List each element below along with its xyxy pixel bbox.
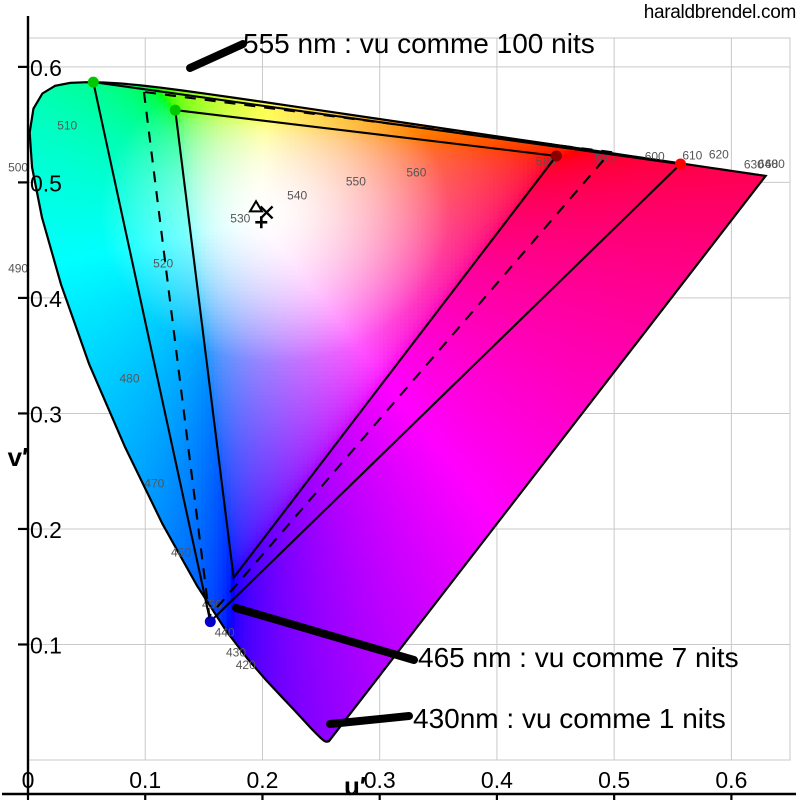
wavelength-label-640: 640	[758, 157, 778, 171]
wavelength-label-530: 530	[230, 212, 250, 226]
wavelength-label-620: 620	[709, 148, 729, 162]
gamut-mid	[142, 90, 613, 619]
wavelength-label-420: 420	[236, 658, 256, 672]
wavelength-label-520: 520	[153, 256, 173, 270]
annotation-leader-lines	[186, 40, 418, 728]
plot-axes: 0 0.1 0.2 0.3 0.4 0.5 0.6 0.1 0.2 0.3 0.4 0.5 0.6 u′ v…	[2, 16, 796, 800]
x-tick-label: 0.2	[246, 767, 278, 793]
wavelength-label-480: 480	[120, 372, 140, 386]
wavelength-label-540: 540	[287, 189, 307, 203]
y-tick-label: 0.3	[30, 401, 62, 427]
wavelength-label-430: 430	[226, 645, 246, 659]
leader-line-a555	[186, 40, 247, 72]
x-tick-label: 0.6	[715, 767, 747, 793]
x-axis-label: u′	[344, 771, 366, 800]
wavelength-label-500: 500	[8, 160, 28, 174]
y-axis-label: v′	[8, 442, 29, 472]
wavelength-label-460: 460	[171, 546, 191, 560]
y-tick-label: 0.6	[30, 55, 62, 81]
wavelength-label-560: 560	[406, 165, 426, 179]
annotation-430nm: 430nm : vu comme 1 nits	[413, 703, 726, 735]
wavelength-label-630: 630	[744, 157, 764, 171]
y-tick-label: 0.4	[30, 286, 62, 312]
gamut-narrow-primary-0	[169, 104, 181, 116]
gamut-wide-primary-1	[204, 616, 216, 628]
y-tick-label: 0.1	[30, 632, 62, 658]
y-tick-label: 0.5	[30, 170, 62, 196]
x-tick-label: 0	[22, 767, 35, 793]
x-tick-label: 0.5	[598, 767, 630, 793]
wavelength-labels: 6806406306206106005905805605505405305205…	[8, 118, 785, 672]
y-tick-label: 0.2	[30, 517, 62, 543]
wavelength-label-680: 680	[765, 157, 785, 171]
wavelength-label-580: 580	[536, 154, 556, 168]
white-point-triangle	[248, 199, 264, 213]
wavelength-label-470: 470	[144, 476, 164, 490]
x-tick-label: 0.1	[129, 767, 161, 793]
wavelength-label-490: 490	[8, 262, 28, 276]
x-tick-label: 0.4	[481, 767, 513, 793]
gamut-triangles	[87, 76, 687, 628]
gamut-wide-primary-0	[87, 76, 99, 88]
annotation-555nm: 555 nm : vu comme 100 nits	[243, 28, 595, 60]
gamut-narrow	[174, 108, 559, 581]
leader-line-a465	[232, 604, 418, 664]
leader-line-a430	[326, 712, 413, 728]
white-point-markers	[248, 199, 274, 229]
x-tick-label: 0.3	[364, 767, 396, 793]
wavelength-label-510: 510	[57, 118, 77, 132]
spectral-locus-outline	[28, 81, 768, 743]
wavelength-label-440: 440	[215, 626, 235, 640]
gamut-wide-primary-2	[675, 158, 687, 170]
wavelength-label-610: 610	[682, 148, 702, 162]
gamut-narrow-primary-2	[550, 150, 562, 162]
wavelength-label-550: 550	[346, 174, 366, 188]
white-point-plus	[255, 216, 268, 229]
annotation-465nm: 465 nm : vu comme 7 nits	[418, 642, 739, 674]
watermark: haraldbrendel.com	[644, 2, 797, 24]
